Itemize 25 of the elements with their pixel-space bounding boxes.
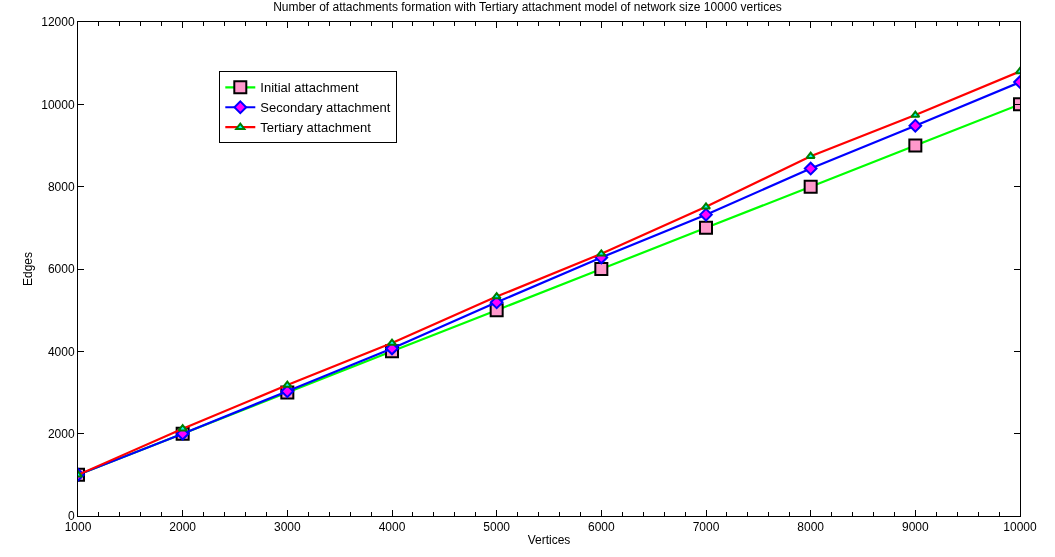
legend-label: Tertiary attachment — [260, 120, 372, 136]
x-tick-label: 10000 — [1003, 520, 1038, 535]
point — [699, 207, 713, 222]
point — [803, 161, 818, 176]
y-axis-title: Edges — [20, 251, 35, 287]
point — [908, 118, 923, 133]
x-axis-title: Vertices — [527, 533, 571, 548]
y-tick-label: 8000 — [47, 179, 75, 194]
legend-label: Initial attachment — [260, 80, 359, 96]
x-tick-label: 4000 — [378, 520, 406, 535]
x-tick-label: 6000 — [587, 520, 615, 535]
y-tick-label: 12000 — [41, 15, 75, 30]
y-tick-label: 4000 — [47, 344, 75, 359]
x-tick-label: 2000 — [169, 520, 197, 535]
y-tick-label: 2000 — [47, 426, 75, 441]
x-tick-label: 3000 — [273, 520, 301, 535]
x-tick-label: 9000 — [901, 520, 929, 535]
x-tick-label: 5000 — [483, 520, 511, 535]
x-tick-label: 1000 — [64, 520, 92, 535]
y-tick-label: 6000 — [47, 262, 75, 277]
chart-title: Number of attachments formation with Tertiary attachment model of network size 10000 vertices — [273, 0, 782, 15]
x-tick-label: 8000 — [797, 520, 825, 535]
y-tick-label: 10000 — [41, 97, 75, 112]
x-tick-label: 7000 — [692, 520, 720, 535]
legend-label: Secondary attachment — [260, 100, 391, 116]
